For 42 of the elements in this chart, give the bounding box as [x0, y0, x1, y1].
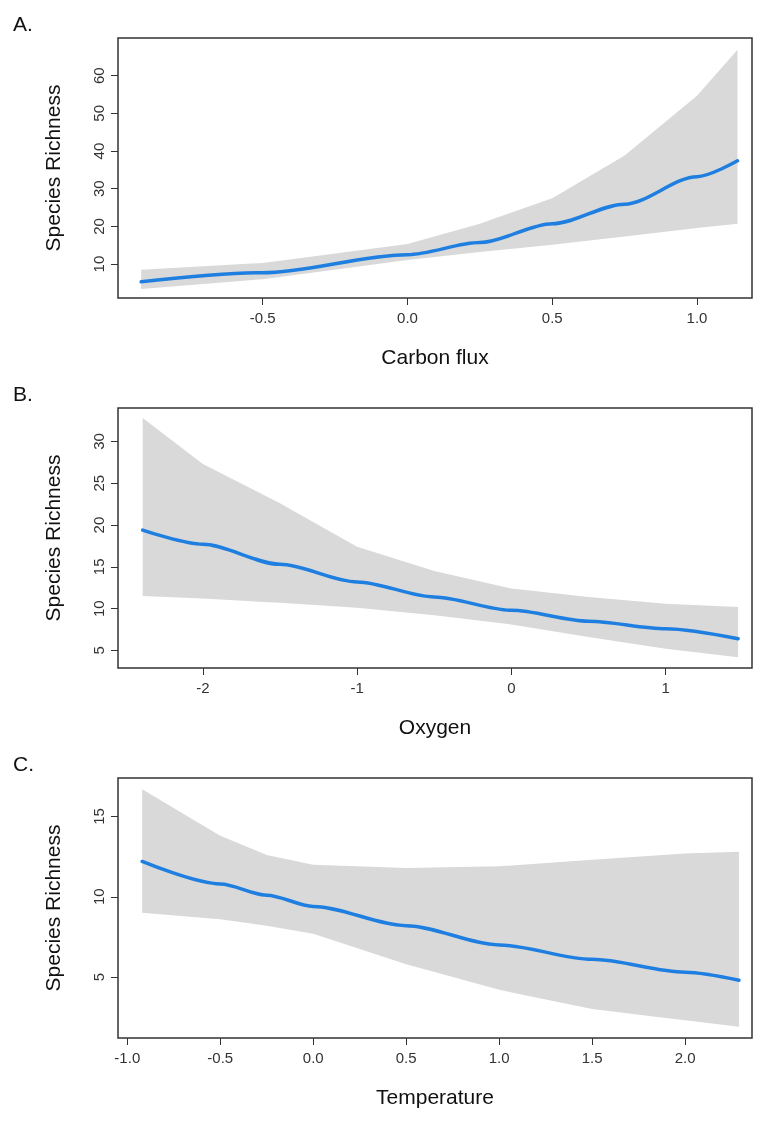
y-tick-label: 10 — [90, 255, 107, 273]
y-axis-title: Species Richness — [41, 454, 64, 622]
x-tick-label: 0 — [507, 679, 516, 696]
y-axis-title: Species Richness — [41, 824, 64, 992]
x-axis-title: Carbon flux — [381, 345, 490, 368]
line-series — [140, 859, 741, 982]
y-tick-label: 15 — [90, 808, 107, 825]
y-tick-label: 30 — [90, 433, 107, 450]
y-tick-label: 10 — [90, 888, 107, 906]
x-tick-label: -1.0 — [114, 1049, 141, 1066]
y-tick-label: 5 — [90, 646, 107, 655]
line-series — [140, 528, 740, 641]
x-tick-label: 1.5 — [581, 1049, 603, 1066]
y-tick-label: 20 — [90, 516, 107, 534]
x-axis-title: Oxygen — [398, 715, 472, 738]
x-tick-label: -1 — [350, 679, 364, 696]
x-tick-label: 1 — [661, 679, 670, 696]
y-axis-title: Species Richness — [41, 84, 64, 252]
y-tick-label: 15 — [90, 558, 107, 576]
x-tick-label: 2.0 — [674, 1049, 696, 1066]
x-tick-label: -0.5 — [249, 309, 276, 326]
y-tick-label: 30 — [90, 180, 107, 198]
chart-title: A. — [13, 12, 33, 35]
y-tick-label: 5 — [90, 972, 107, 982]
x-tick-label: -2 — [196, 679, 210, 696]
y-tick-label: 60 — [90, 67, 107, 85]
y-tick-label: 10 — [90, 600, 107, 617]
x-tick-label: 0.0 — [397, 309, 418, 326]
y-tick-label: 20 — [90, 218, 107, 235]
y-tick-label: 40 — [90, 142, 107, 160]
line-series — [139, 159, 740, 284]
y-tick-label: 50 — [90, 105, 107, 122]
x-tick-label: 0.5 — [541, 309, 563, 326]
x-tick-label: -0.5 — [207, 1049, 234, 1066]
x-tick-label: 1.0 — [686, 309, 708, 326]
chart-title: B. — [13, 382, 33, 405]
x-tick-label: 0.5 — [395, 1049, 417, 1066]
x-tick-label: 1.0 — [488, 1049, 510, 1066]
x-tick-label: 0.0 — [302, 1049, 324, 1066]
y-tick-label: 25 — [90, 474, 107, 492]
chart-title: C. — [13, 752, 34, 775]
x-axis-title: Temperature — [376, 1085, 494, 1108]
